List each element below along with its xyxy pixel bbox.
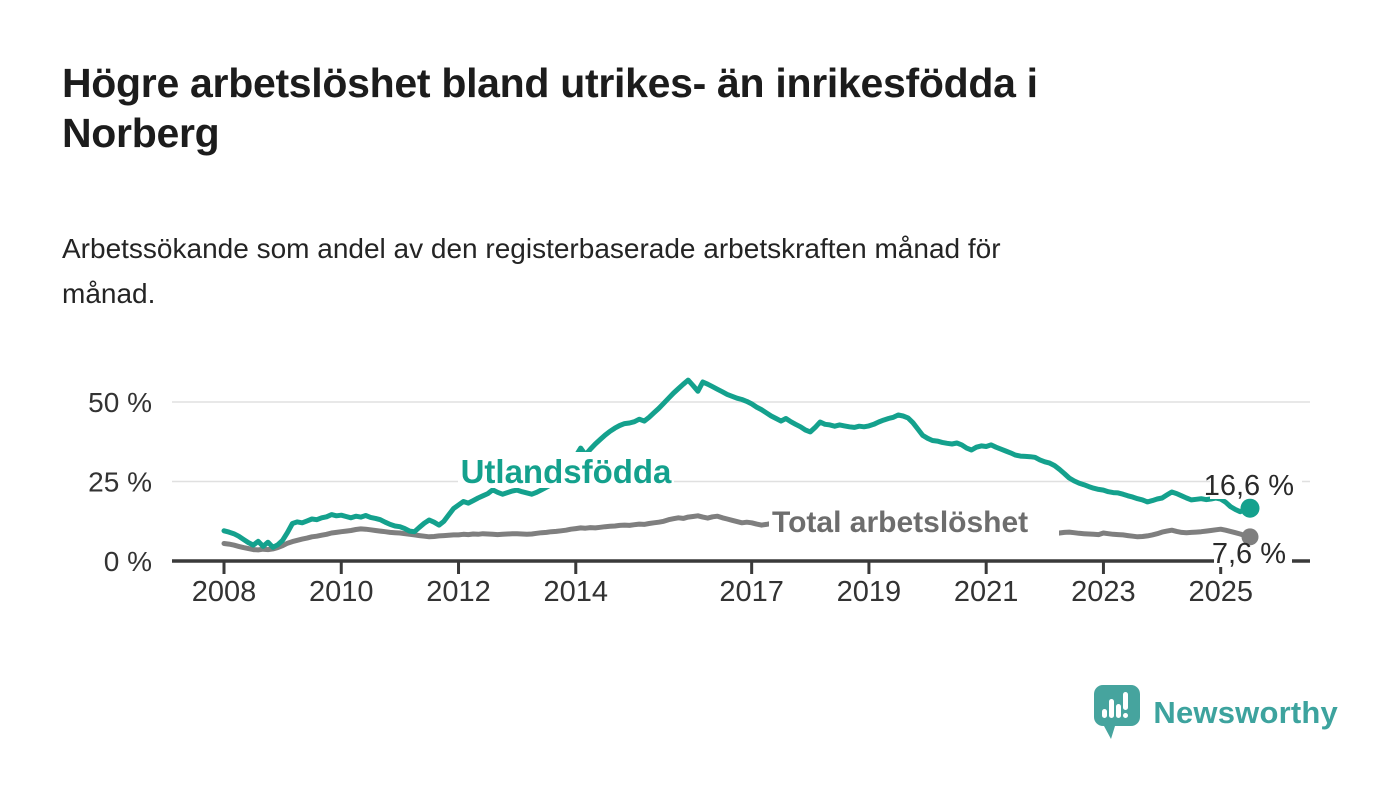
x-tick-label: 2012 [426, 576, 491, 608]
series-line-utlandsfodda [221, 377, 1253, 550]
value-label-total: 7,6 % [1212, 538, 1286, 570]
label-halo [1210, 471, 1302, 499]
logo-bar-3 [1116, 704, 1122, 718]
y-tick-label: 0 % [104, 546, 152, 577]
label-halo [1214, 541, 1292, 567]
page-title: Högre arbetslöshet bland utrikes- än inr… [62, 60, 1038, 157]
newsworthy-brand: Newsworthy [1093, 684, 1338, 742]
series-end-dot-utlandsfodda [1240, 498, 1260, 518]
series-label-utlandsfodda: Utlandsfödda [461, 453, 672, 490]
logo-bar-1 [1102, 709, 1108, 718]
x-tick-label: 2010 [309, 576, 374, 608]
series-line-total [221, 513, 1253, 553]
newsworthy-logo-icon [1094, 685, 1141, 739]
logo-bar-2 [1109, 699, 1115, 718]
y-tick-label: 50 % [88, 387, 152, 418]
logo-exclamation-dot [1123, 713, 1129, 718]
x-tick-label: 2019 [837, 576, 902, 608]
x-tick-label: 2008 [192, 576, 257, 608]
x-tick-label: 2025 [1188, 576, 1253, 608]
x-tick-label: 2017 [719, 576, 784, 608]
page-subtitle: Arbetssökande som andel av den registerb… [62, 233, 1001, 310]
x-tick-label: 2021 [954, 576, 1019, 608]
label-halo [458, 452, 674, 488]
x-tick-label: 2014 [544, 576, 609, 608]
series-end-dot-total [1241, 528, 1259, 546]
series-label-total: Total arbetslöshet [772, 506, 1028, 539]
label-halo [769, 505, 1059, 537]
logo-exclamation-bar [1123, 692, 1129, 710]
y-tick-label: 25 % [88, 467, 152, 498]
newsworthy-wordmark: Newsworthy [1153, 695, 1338, 730]
x-tick-label: 2023 [1071, 576, 1136, 608]
value-label-utlandsfodda: 16,6 % [1204, 470, 1294, 502]
